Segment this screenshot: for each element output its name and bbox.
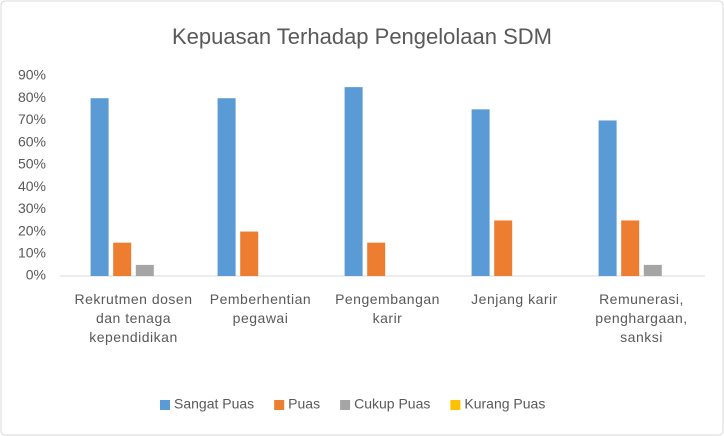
legend-swatch	[340, 400, 351, 410]
bar	[367, 242, 386, 276]
bar	[344, 87, 363, 276]
bar	[113, 242, 132, 276]
legend-swatch	[450, 400, 461, 410]
x-tick-label: Jenjang karir	[471, 291, 558, 307]
bar	[135, 264, 154, 276]
y-tick-label: 60%	[18, 133, 46, 149]
y-tick-label: 30%	[18, 200, 46, 216]
legend-swatch	[160, 400, 170, 410]
legend-label: Puas	[288, 396, 320, 412]
y-tick-label: 80%	[18, 89, 46, 105]
y-tick-label: 40%	[18, 178, 46, 194]
y-tick-label: 50%	[18, 156, 46, 172]
y-tick-label: 0%	[26, 267, 46, 283]
bar	[90, 98, 109, 276]
bar	[598, 120, 617, 276]
y-tick-label: 70%	[18, 111, 46, 127]
bar	[217, 98, 236, 276]
y-tick-label: 20%	[18, 222, 46, 238]
bar	[621, 220, 640, 276]
y-tick-label: 90%	[18, 67, 46, 83]
x-tick-label: Rekrutmen dosen dan tenaga kependidikan	[74, 291, 193, 345]
x-tick-label: Pemberhentian pegawai	[209, 291, 312, 326]
legend-label: Sangat Puas	[174, 396, 254, 412]
legend-swatch	[274, 400, 285, 410]
legend-label: Kurang Puas	[464, 396, 545, 412]
bar	[494, 220, 513, 276]
legend-label: Cukup Puas	[354, 396, 430, 412]
x-tick-label: Remunerasi, penghargaan, sanksi	[595, 291, 688, 345]
y-tick-label: 10%	[18, 244, 46, 260]
bar	[471, 109, 490, 276]
chart-title: Kepuasan Terhadap Pengelolaan SDM	[172, 24, 552, 49]
bar	[240, 231, 259, 276]
x-tick-label: Pengembangan karir	[335, 291, 440, 326]
bar	[643, 264, 662, 276]
